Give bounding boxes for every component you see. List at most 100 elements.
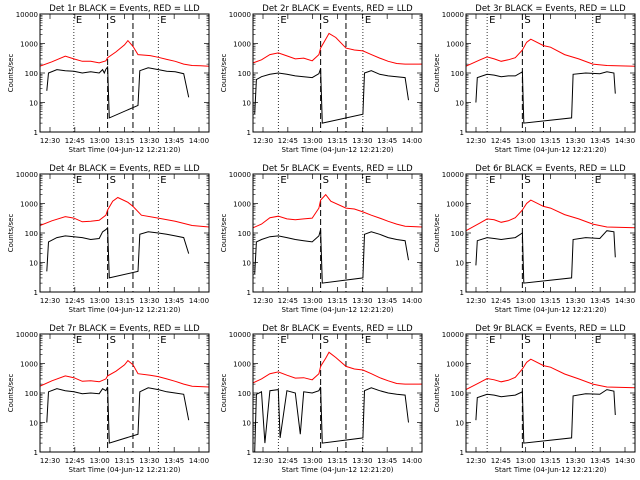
y-axis-label: Counts/sec [7, 214, 15, 253]
y-tick-label: 10000 [229, 11, 251, 19]
marker-label: S [323, 175, 329, 186]
lld-series-line [466, 199, 635, 232]
y-tick-label: 1 [34, 129, 38, 137]
x-tick-label: 13:00 [303, 137, 323, 145]
lld-series-line [40, 39, 209, 67]
marker-label: E [160, 15, 166, 26]
x-axis-label: Start Time (04-Jun-12 12:21:20) [282, 146, 394, 154]
plot-frame [252, 13, 423, 133]
y-tick-label: 10000 [229, 331, 251, 339]
panel-det-5: Det 5r BLACK = Events, RED = LLD 1 10 100 10… [220, 164, 423, 314]
marker-label: E [76, 175, 82, 186]
panel-title: Det 3r BLACK = Events, RED = LLD [475, 4, 626, 14]
lld-series-line [253, 351, 422, 385]
x-tick-label: 14:30 [615, 297, 635, 305]
marker-label: S [524, 15, 530, 26]
y-axis-label: Counts/sec [433, 54, 441, 93]
marker-label: E [280, 15, 286, 26]
y-tick-label: 100 [25, 230, 38, 238]
x-tick-label: 13:15 [114, 137, 134, 145]
panel-title: Det 2r BLACK = Events, RED = LLD [262, 4, 413, 14]
x-tick-label: 13:00 [90, 137, 110, 145]
x-tick-label: 13:15 [540, 137, 560, 145]
x-tick-label: 13:15 [327, 297, 347, 305]
marker-label: E [365, 175, 371, 186]
plot-frame [252, 173, 423, 293]
x-tick-label: 13:15 [327, 137, 347, 145]
panel-title: Det 4r BLACK = Events, RED = LLD [49, 164, 200, 174]
lld-series-line [253, 193, 422, 229]
x-tick-label: 13:00 [90, 297, 110, 305]
y-tick-label: 1 [247, 449, 251, 457]
x-tick-label: 12:45 [65, 297, 85, 305]
x-axis-label: Start Time (04-Jun-12 12:21:20) [495, 466, 607, 474]
x-tick-label: 12:30 [253, 457, 273, 465]
panel-det-3: Det 3r BLACK = Events, RED = LLD 1 10 100 10… [433, 4, 636, 154]
events-series-line [254, 229, 409, 284]
marker-label: E [595, 15, 601, 26]
x-tick-label: 12:45 [278, 457, 298, 465]
plot-frame [39, 333, 210, 453]
marker-label: E [365, 15, 371, 26]
y-axis-label: Counts/sec [220, 374, 228, 413]
x-tick-label: 12:30 [40, 457, 60, 465]
y-tick-label: 10 [455, 420, 464, 428]
x-tick-label: 14:00 [189, 137, 209, 145]
x-tick-label: 13:30 [565, 297, 585, 305]
lld-series-line [40, 359, 209, 388]
x-axis-label: Start Time (04-Jun-12 12:21:20) [69, 466, 181, 474]
events-series-line [46, 65, 190, 119]
panel-title: Det 6r BLACK = Events, RED = LLD [475, 164, 626, 174]
x-tick-label: 14:00 [402, 457, 422, 465]
lld-series-line [253, 32, 422, 65]
marker-label: E [595, 175, 601, 186]
x-tick-label: 12:30 [253, 137, 273, 145]
y-tick-label: 10000 [229, 171, 251, 179]
y-tick-label: 10000 [16, 331, 38, 339]
y-tick-label: 1 [34, 289, 38, 297]
panel-title: Det 5r BLACK = Events, RED = LLD [262, 164, 413, 174]
x-tick-label: 13:30 [352, 137, 372, 145]
x-tick-label: 14:00 [402, 297, 422, 305]
y-axis-label: Counts/sec [220, 214, 228, 253]
y-tick-label: 1000 [233, 361, 251, 369]
x-tick-label: 12:30 [40, 137, 60, 145]
x-tick-label: 13:30 [139, 297, 159, 305]
y-tick-label: 10 [29, 260, 38, 268]
marker-label: E [489, 175, 495, 186]
x-tick-label: 13:00 [516, 457, 536, 465]
x-tick-label: 13:45 [377, 137, 397, 145]
y-tick-label: 100 [25, 70, 38, 78]
marker-label: S [110, 175, 116, 186]
y-tick-label: 10 [242, 100, 251, 108]
x-tick-label: 13:00 [303, 297, 323, 305]
x-tick-label: 14:00 [402, 137, 422, 145]
events-series-line [475, 389, 616, 444]
y-tick-label: 10 [242, 260, 251, 268]
panel-title: Det 9r BLACK = Events, RED = LLD [475, 324, 626, 334]
y-tick-label: 100 [451, 70, 464, 78]
x-tick-label: 12:30 [466, 137, 486, 145]
marker-label: E [76, 15, 82, 26]
x-axis-label: Start Time (04-Jun-12 12:21:20) [495, 306, 607, 314]
y-tick-label: 1000 [233, 41, 251, 49]
x-tick-label: 12:45 [491, 137, 511, 145]
marker-label: S [110, 335, 116, 346]
x-tick-label: 13:30 [352, 457, 372, 465]
x-tick-label: 13:45 [590, 137, 610, 145]
y-tick-label: 100 [451, 230, 464, 238]
y-tick-label: 1 [460, 129, 464, 137]
y-tick-label: 1000 [446, 41, 464, 49]
x-tick-label: 13:00 [90, 457, 110, 465]
marker-label: S [323, 15, 329, 26]
plot-frame [465, 173, 636, 293]
y-tick-label: 10000 [16, 171, 38, 179]
marker-label: E [489, 15, 495, 26]
x-tick-label: 14:00 [189, 297, 209, 305]
x-axis-label: Start Time (04-Jun-12 12:21:20) [69, 306, 181, 314]
x-tick-label: 12:30 [466, 457, 486, 465]
events-series-line [475, 70, 616, 124]
panel-det-8: Det 8r BLACK = Events, RED = LLD 1 10 100 10… [220, 324, 423, 474]
x-tick-label: 13:45 [590, 457, 610, 465]
